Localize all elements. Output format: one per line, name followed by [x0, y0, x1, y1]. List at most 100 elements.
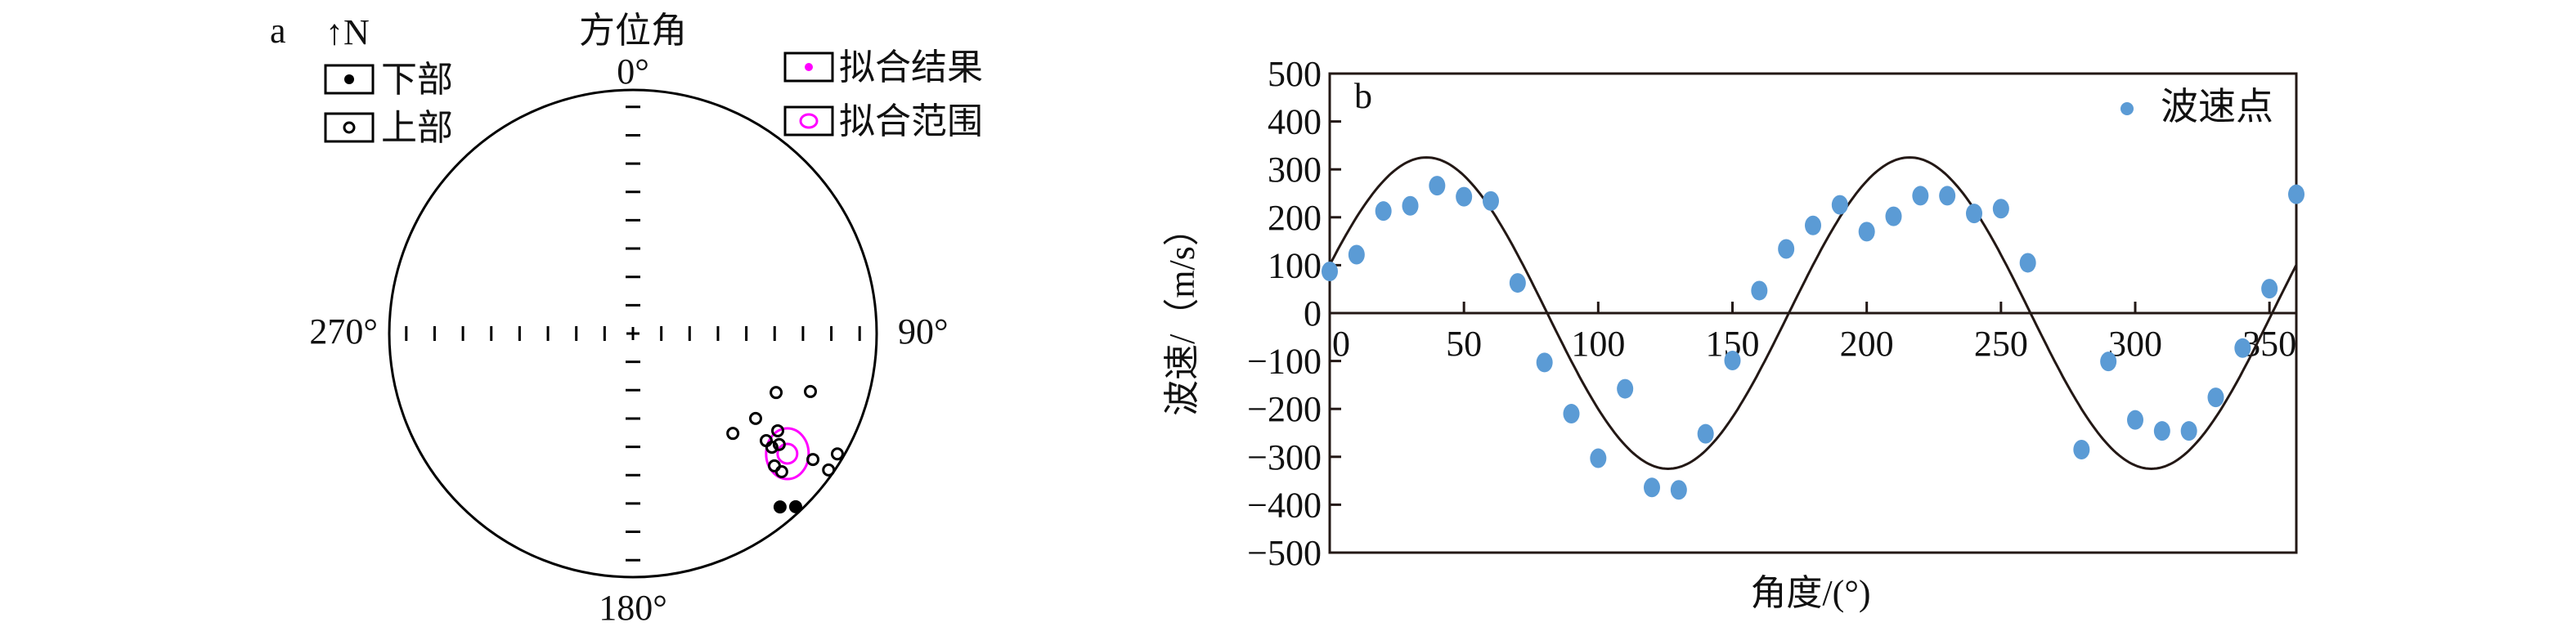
upper-point — [748, 411, 762, 425]
legend-marker-range — [799, 113, 819, 129]
upper-point — [765, 441, 779, 455]
wave-speed-point — [1831, 195, 1848, 215]
upper-point — [772, 437, 786, 451]
wave-speed-point — [1563, 404, 1580, 424]
y-tick-label: −200 — [1247, 389, 1322, 429]
wave-speed-point — [1670, 480, 1687, 500]
wave-speed-point — [1402, 195, 1419, 216]
y-axis-label: 波速/（m/s） — [1162, 210, 1202, 416]
fit-range-ellipse — [765, 427, 810, 481]
legend-upper: 上部 — [324, 108, 453, 148]
x-tick-label: 250 — [1974, 324, 2028, 364]
wave-speed-point — [1912, 186, 1929, 206]
y-tick-label: 300 — [1268, 150, 1322, 190]
y-tick-label: 200 — [1268, 198, 1322, 238]
wave-speed-point — [1778, 239, 1795, 259]
lower-point — [788, 499, 802, 513]
wave-speed-point — [2261, 279, 2278, 299]
panel-a-label: a — [270, 11, 286, 51]
wave-speed-point — [1375, 201, 1392, 222]
stereonet-panel: a ↑N 方位角 0° 90° 180° 270° 下部 上部 拟合结果 拟合范… — [270, 11, 983, 628]
upper-point — [771, 423, 785, 437]
wave-speed-point — [1590, 448, 1607, 468]
legend-box — [324, 64, 375, 95]
wave-speed-point — [1456, 186, 1473, 207]
legend-box — [783, 105, 834, 137]
wave-speed-point — [2288, 184, 2304, 204]
label-north: 0° — [617, 52, 649, 92]
wave-speed-point — [1751, 280, 1768, 301]
wave-speed-point — [2234, 338, 2251, 358]
wave-speed-point — [1644, 477, 1660, 498]
wave-speed-point — [2127, 410, 2143, 430]
wave-speed-point — [2207, 387, 2224, 408]
y-tick-label: 0 — [1304, 293, 1322, 334]
label-west: 270° — [309, 311, 378, 352]
lower-point — [773, 500, 787, 514]
upper-point — [803, 384, 817, 398]
legend-box — [324, 112, 375, 143]
wave-speed-point — [2153, 421, 2170, 441]
y-tick-label: 400 — [1268, 102, 1322, 142]
legend-label: 下部 — [381, 60, 453, 100]
y-tick-label: 500 — [1268, 54, 1322, 94]
stereonet-ticks — [405, 105, 861, 562]
wave-speed-point — [2073, 440, 2090, 460]
y-tick-label: 100 — [1268, 245, 1322, 285]
legend-fit-result: 拟合结果 — [783, 47, 983, 87]
legend-marker-fit — [805, 63, 813, 71]
wave-speed-point — [2100, 352, 2117, 372]
panel-b-label: b — [1354, 76, 1372, 116]
x-tick-label: 0 — [1332, 324, 1350, 364]
upper-point — [770, 386, 783, 400]
wave-speed-point — [1805, 215, 1821, 235]
legend-marker-open — [343, 121, 356, 134]
upper-point — [822, 463, 836, 477]
stereonet-points — [726, 384, 844, 514]
wave-speed-point — [1724, 351, 1741, 371]
wave-speed-point — [1429, 176, 1446, 196]
x-tick-label: 100 — [1571, 324, 1625, 364]
legend-marker-filled — [344, 74, 354, 84]
y-tick-label: −300 — [1247, 437, 1322, 477]
label-east: 90° — [898, 311, 949, 352]
data-points — [1322, 176, 2304, 500]
wave-speed-point — [1992, 199, 2009, 219]
legend-label: 拟合结果 — [839, 47, 983, 87]
y-tick-label: −100 — [1247, 342, 1322, 382]
upper-point — [830, 447, 844, 461]
x-axis-label: 角度/(°) — [1750, 573, 1870, 613]
wave-speed-point — [2180, 421, 2197, 441]
legend-label: 上部 — [381, 108, 453, 148]
upper-point — [806, 453, 820, 467]
upper-point — [726, 427, 740, 441]
x-tick-label: 300 — [2108, 324, 2162, 364]
wave-speed-point — [1858, 222, 1875, 242]
wave-speed-point — [1536, 352, 1553, 373]
legend-label: 拟合范围 — [839, 101, 983, 141]
wave-speed-point — [1509, 273, 1526, 293]
x-tick-label: 200 — [1840, 324, 1894, 364]
wave-speed-point — [1483, 190, 1499, 211]
stereonet-title: 方位角 — [579, 11, 687, 51]
fit-result-marker — [776, 442, 799, 465]
legend-fit-range: 拟合范围 — [783, 101, 983, 141]
legend-lower: 下部 — [324, 60, 453, 100]
wave-speed-point — [1697, 423, 1714, 444]
legend-marker — [2120, 102, 2134, 115]
legend-label: 波速点 — [2161, 86, 2273, 128]
upper-point — [774, 465, 788, 479]
wave-speed-point — [2019, 253, 2036, 273]
wave-speed-point — [1939, 186, 1956, 206]
y-tick-label: −500 — [1247, 533, 1322, 573]
wave-speed-point — [1348, 244, 1365, 265]
y-tick-label: −400 — [1247, 485, 1322, 525]
wave-speed-point — [1885, 206, 1902, 226]
wave-speed-point — [1322, 262, 1338, 282]
x-tick-label: 50 — [1446, 324, 1482, 364]
north-label: ↑N — [325, 12, 370, 52]
legend-box — [783, 52, 834, 83]
